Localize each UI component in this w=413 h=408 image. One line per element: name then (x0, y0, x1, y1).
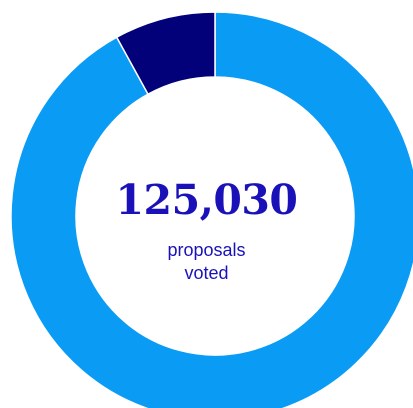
donut-slice-1 (10, 11, 413, 408)
donut-slice-2 (115, 11, 216, 96)
